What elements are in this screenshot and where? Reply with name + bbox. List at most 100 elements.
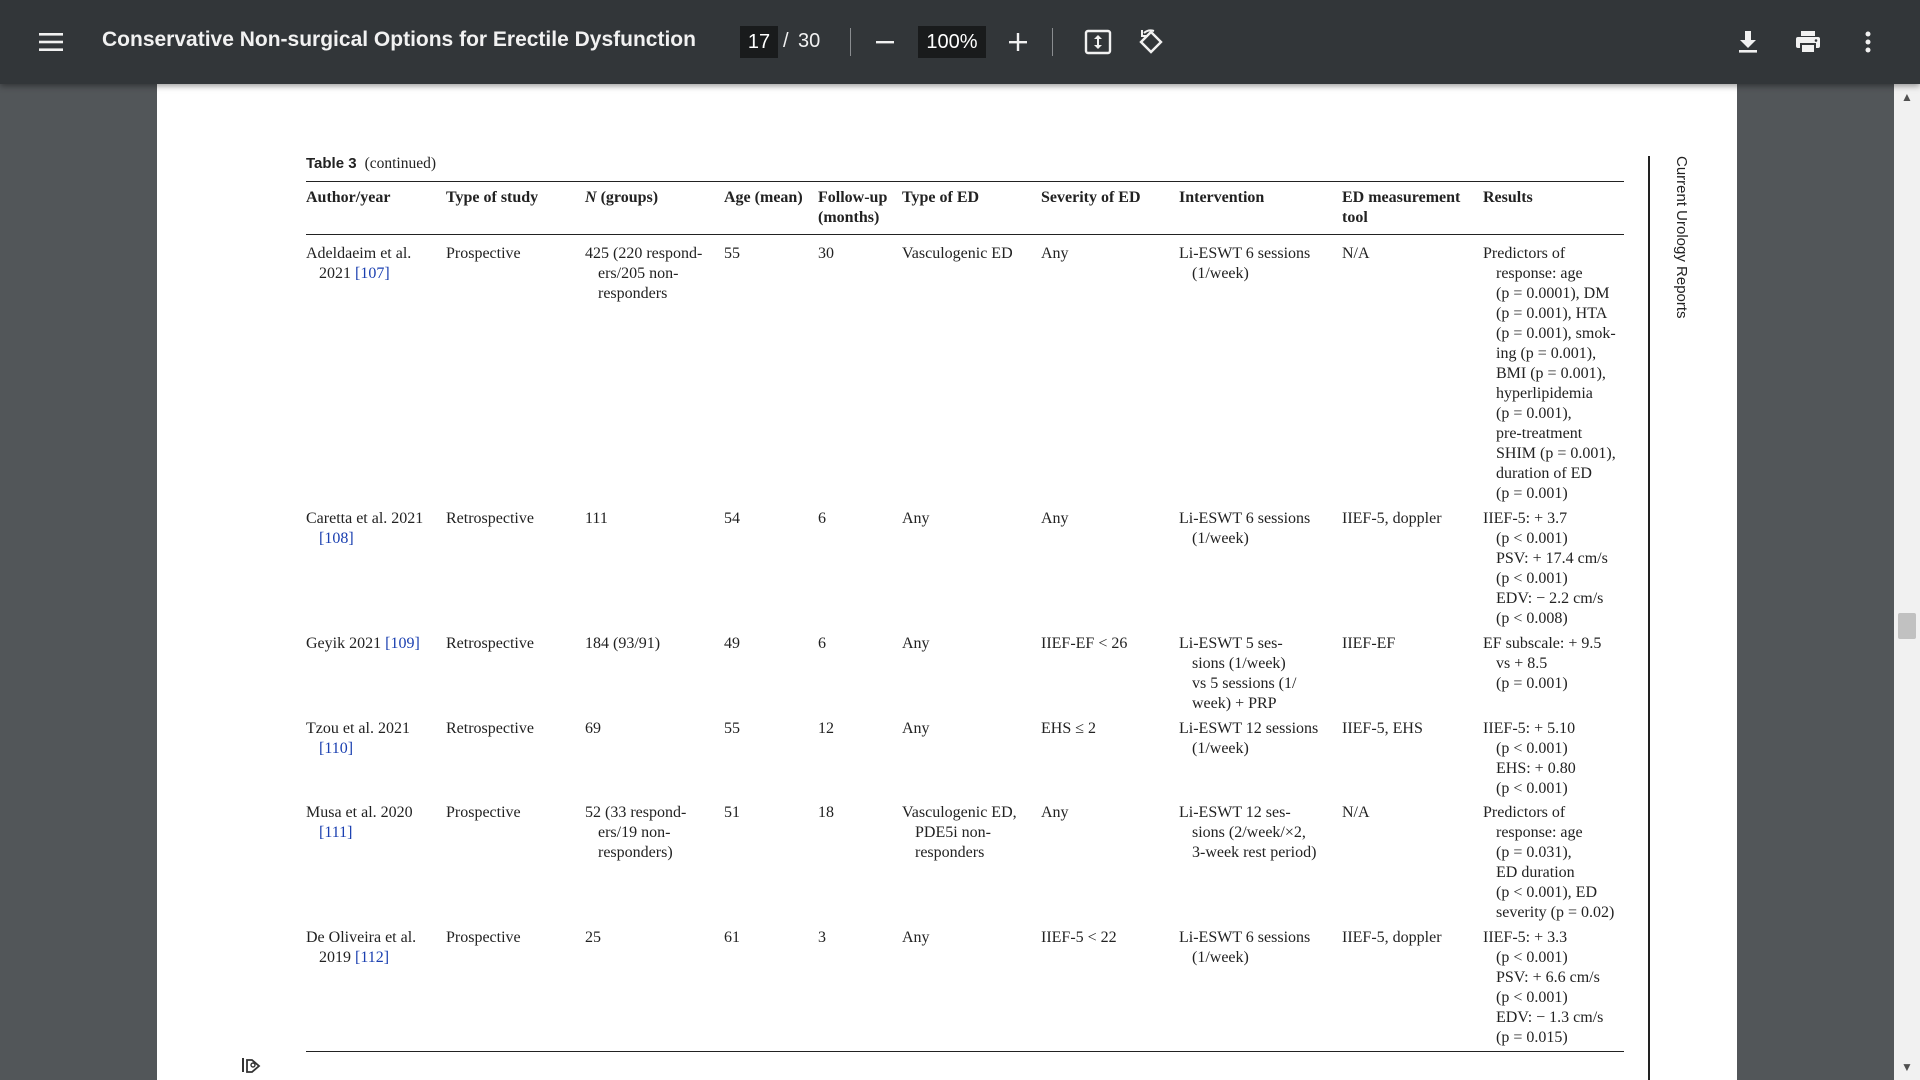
table-cell-results: Predictors of response: age (p = 0.031), ED…: [1483, 803, 1614, 923]
table-cell-results-line: EHS: + 0.80: [1496, 760, 1576, 777]
table-cell-ed_type: Any: [902, 509, 930, 529]
table-cell-author-line: De Oliveira et al.: [306, 929, 417, 946]
table-cell-ed_type-line: Vasculogenic ED,: [902, 804, 1017, 821]
table-cell-followup: 12: [818, 719, 834, 739]
page-total: 30: [798, 30, 821, 52]
table-top-rule: [306, 181, 1624, 183]
fit-page-icon[interactable]: [1074, 18, 1122, 66]
table-cell-age: 51: [724, 803, 740, 823]
print-icon[interactable]: [1784, 18, 1832, 66]
table-header-intervention-line: Intervention: [1179, 189, 1265, 206]
table-cell-severity-line: IIEF-EF < 26: [1041, 635, 1128, 652]
table-cell-ed_type-line: Any: [902, 635, 930, 652]
table-header-results: Results: [1483, 188, 1533, 208]
table-cell-n-line: 69: [585, 720, 601, 737]
table-cell-author-line: 2019 [112]: [319, 949, 390, 966]
annotation-icon[interactable]: [241, 1056, 263, 1079]
table-cell-results-line: (p = 0.001), HTA: [1496, 305, 1608, 322]
table-cell-ed_type: Any: [902, 928, 930, 948]
table-cell-intervention: Li-ESWT 6 sessions (1/week): [1179, 509, 1310, 549]
zoom-level-input[interactable]: 100%: [918, 26, 986, 58]
scroll-down-arrow-icon[interactable]: ▼: [1901, 1060, 1913, 1074]
table-cell-results-line: ED duration: [1496, 864, 1575, 881]
table-cell-age: 55: [724, 719, 740, 739]
table-cell-author-line: Tzou et al. 2021: [306, 720, 410, 737]
table-cell-ed_type: Vasculogenic ED: [902, 244, 1013, 264]
table-cell-results-line: hyperlipidemia: [1496, 385, 1593, 402]
table-cell-tool-line: N/A: [1342, 245, 1370, 262]
table-cell-intervention-line: (1/week): [1192, 530, 1249, 547]
scrollbar-thumb[interactable]: [1898, 613, 1916, 639]
table-cell-n-line: ers/205 non-: [598, 265, 679, 282]
table-header-type-line: Type of study: [446, 189, 539, 206]
zoom-in-icon[interactable]: [994, 18, 1042, 66]
table-cell-results-line: severity (p = 0.02): [1496, 904, 1615, 921]
scroll-up-arrow-icon[interactable]: ▲: [1901, 90, 1913, 104]
table-cell-intervention: Li-ESWT 12 ses-sions (2/week/×2, 3-week r…: [1179, 803, 1316, 863]
table-cell-author-line: Musa et al. 2020: [306, 804, 413, 821]
table-cell-tool-line: IIEF-5, EHS: [1342, 720, 1423, 737]
table-cell-severity: EHS ≤ 2: [1041, 719, 1096, 739]
table-header-age: Age (mean): [724, 188, 803, 208]
table-cell-ed_type-line: Any: [902, 929, 930, 946]
table-cell-author-line: [108]: [319, 530, 354, 547]
table-cell-type-line: Prospective: [446, 929, 521, 946]
table-cell-followup-line: 12: [818, 720, 834, 737]
more-vert-icon[interactable]: [1844, 18, 1892, 66]
table-cell-followup: 3: [818, 928, 826, 948]
table-cell-results-line: (p < 0.001): [1496, 570, 1568, 587]
table-cell-n: 69: [585, 719, 601, 739]
table-header-tool: ED measurement tool: [1342, 188, 1460, 228]
table-cell-n: 184 (93/91): [585, 634, 660, 654]
table-header-age-line: Age (mean): [724, 189, 803, 206]
table-cell-severity: Any: [1041, 803, 1069, 823]
table-cell-followup-line: 6: [818, 510, 826, 527]
table-cell-intervention-line: (1/week): [1192, 949, 1249, 966]
table-header-ed_type: Type of ED: [902, 188, 979, 208]
table-cell-author-line: Adeldaeim et al.: [306, 245, 412, 262]
table-cell-tool: IIEF-EF: [1342, 634, 1395, 654]
table-cell-tool: N/A: [1342, 803, 1370, 823]
table-cell-results-line: PSV: + 6.6 cm/s: [1496, 969, 1600, 986]
table-cell-ed_type: Vasculogenic ED, PDE5i non-responders: [902, 803, 1017, 863]
table-cell-type: Retrospective: [446, 719, 534, 739]
rotate-icon[interactable]: [1127, 18, 1175, 66]
table-caption: Table 3 (continued): [306, 155, 436, 173]
table-cell-intervention: Li-ESWT 6 sessions (1/week): [1179, 244, 1310, 284]
page-number-input[interactable]: 17: [740, 26, 778, 58]
table-cell-intervention-line: 3-week rest period): [1192, 844, 1317, 861]
table-header-author: Author/year: [306, 188, 390, 208]
table-cell-results-line: IIEF-5: + 3.3: [1483, 929, 1568, 946]
download-icon[interactable]: [1724, 18, 1772, 66]
table-cell-type: Prospective: [446, 244, 521, 264]
table-cell-ed_type-line: Vasculogenic ED: [902, 245, 1013, 262]
table-cell-n-line: 111: [585, 510, 608, 527]
table-cell-n: 52 (33 respond-ers/19 non-responders): [585, 803, 686, 863]
table-cell-age-line: 54: [724, 510, 740, 527]
table-cell-age-line: 51: [724, 804, 740, 821]
table-cell-results: EF subscale: + 9.5 vs + 8.5 (p = 0.001): [1483, 634, 1601, 694]
table-cell-results-line: Predictors of: [1483, 804, 1566, 821]
table-cell-tool-line: IIEF-5, doppler: [1342, 929, 1442, 946]
table-cell-results-line: EDV: − 1.3 cm/s: [1496, 1009, 1604, 1026]
journal-name: Current Urology Reports: [1673, 156, 1690, 319]
table-cell-results-line: (p < 0.001), ED: [1496, 884, 1598, 901]
toolbar-divider: [1052, 28, 1053, 56]
table-cell-results-line: response: age: [1496, 824, 1583, 841]
table-cell-results-line: PSV: + 17.4 cm/s: [1496, 550, 1608, 567]
zoom-out-icon[interactable]: [861, 18, 909, 66]
table-cell-type-line: Prospective: [446, 245, 521, 262]
table-cell-ed_type-line: Any: [902, 510, 930, 527]
table-header-n: N (groups): [585, 188, 658, 208]
table-cell-severity: IIEF-5 < 22: [1041, 928, 1117, 948]
vertical-scrollbar[interactable]: ▲ ▼: [1894, 84, 1920, 1080]
table-cell-results-line: response: age: [1496, 265, 1583, 282]
table-cell-n-line: responders: [598, 285, 668, 302]
table-cell-results: IIEF-5: + 3.3 (p < 0.001) PSV: + 6.6 cm/s (…: [1483, 928, 1603, 1048]
table-cell-followup: 6: [818, 509, 826, 529]
menu-icon[interactable]: [27, 18, 75, 66]
table-header-followup: Follow-up (months): [818, 188, 887, 228]
table-cell-n: 25: [585, 928, 601, 948]
table-cell-followup: 18: [818, 803, 834, 823]
table-cell-results-line: (p = 0.001), smok-: [1496, 325, 1616, 342]
